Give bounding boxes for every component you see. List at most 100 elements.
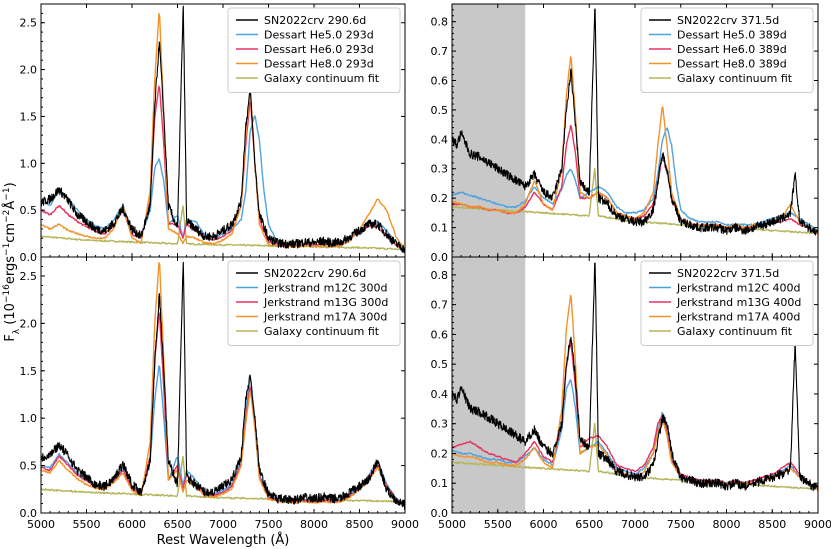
plot-area: [452, 8, 818, 236]
series-line-obs: [41, 261, 405, 510]
y-tick-label: 0.0: [431, 251, 449, 264]
shaded-region: [452, 257, 526, 513]
series-line-obs: [41, 5, 405, 254]
shaded-region: [452, 4, 526, 257]
legend-label: Jerkstrand m13G 300d: [263, 296, 388, 309]
y-label-u3: Å: [2, 201, 18, 210]
x-tick-label: 5000: [438, 518, 466, 531]
plot-area: [41, 5, 405, 254]
y-tick-label: 0.0: [20, 507, 38, 520]
legend-label: Galaxy continuum fit: [264, 72, 380, 85]
panels-group: 0.0 0.5 1.0 1.5 2.0 2.5 SN2022crv 290.6d Dessar…: [20, 3, 831, 531]
y-tick-label: 0.6: [431, 74, 449, 87]
y-tick-label: 0.8: [431, 16, 449, 29]
y-tick-label: 2.0: [20, 317, 38, 330]
x-tick-label: 8500: [346, 518, 374, 531]
y-tick-label: 2.5: [20, 17, 38, 30]
y-label-rest: (10: [3, 303, 18, 329]
plot-area: [452, 262, 818, 492]
panel-bottom-right: 5000 5500 6000 6500 7000 7500 8000 8500 9000 0.0 0…: [431, 256, 831, 531]
legend-label: SN2022crv 371.5d: [677, 14, 779, 27]
y-label-sub: λ: [12, 328, 22, 334]
y-tick-label: 0.5: [20, 204, 38, 217]
x-tick-label: 8000: [713, 518, 741, 531]
series-line-gal: [41, 205, 405, 251]
series-line-obs: [452, 262, 818, 492]
y-label-e2: −2: [2, 210, 12, 223]
y-tick-label: 0.7: [431, 299, 449, 312]
legend-box: [640, 7, 814, 93]
legend-box: [640, 260, 814, 346]
y-tick-label: 2.5: [20, 270, 38, 283]
x-tick-label: 6500: [575, 518, 603, 531]
x-tick-label: 9000: [804, 518, 831, 531]
panel-top-left: 0.0 0.5 1.0 1.5 2.0 2.5 SN2022crv 290.6d Dessar…: [20, 3, 406, 264]
legend-label: Jerkstrand m12C 300d: [263, 282, 388, 295]
x-tick-label: 8000: [300, 518, 328, 531]
legend-label: SN2022crv 290.6d: [264, 267, 366, 280]
y-tick-label: 0.2: [431, 192, 449, 205]
y-tick-label: 0.2: [431, 447, 449, 460]
x-tick-label: 6000: [118, 518, 146, 531]
series-line-obs: [452, 8, 818, 236]
legend-box: [227, 7, 401, 93]
y-label-e1: −1: [2, 243, 12, 256]
legend-label: Dessart He5.0 293d: [264, 29, 374, 42]
x-tick-label: 7000: [209, 518, 237, 531]
x-tick-label: 7500: [667, 518, 695, 531]
x-tick-label: 5500: [73, 518, 101, 531]
legend-label: Galaxy continuum fit: [677, 72, 793, 85]
y-label-u2: cm: [3, 223, 18, 243]
y-tick-label: 0.0: [20, 251, 38, 264]
y-tick-label: 0.1: [431, 477, 449, 490]
panel-bottom-left: 5000 5500 6000 6500 7000 7500 8000 8500 9000 0.0 0…: [20, 256, 419, 531]
legend-label: Galaxy continuum fit: [264, 325, 380, 338]
legend-label: Dessart He5.0 389d: [677, 29, 787, 42]
x-tick-label: 5500: [484, 518, 512, 531]
x-tick-label: 9000: [391, 518, 419, 531]
y-tick-label: 1.0: [20, 412, 38, 425]
y-label-close: ): [3, 182, 18, 187]
legend-label: Dessart He8.0 389d: [677, 58, 787, 71]
y-label-e3: −1: [2, 187, 12, 200]
legend-label: SN2022crv 290.6d: [264, 14, 366, 27]
panel-top-right: 0.0 0.1 0.2 0.3 0.4 0.5 0.6 0.7 0.8 SN2022crv 371…: [431, 3, 819, 264]
y-tick-label: 0.4: [431, 388, 449, 401]
y-label-u1: ergs: [3, 256, 18, 284]
x-tick-label: 7000: [621, 518, 649, 531]
x-tick-label: 8500: [758, 518, 786, 531]
legend-label: Jerkstrand m17A 300d: [263, 311, 387, 324]
x-axis-label: Rest Wavelength (Å): [157, 532, 290, 548]
legend-box: [227, 260, 401, 346]
y-tick-label: 0.3: [431, 418, 449, 431]
y-tick-label: 0.3: [431, 163, 449, 176]
y-tick-label: 0.8: [431, 269, 449, 282]
x-tick-label: 7500: [255, 518, 283, 531]
y-tick-label: 0.1: [431, 222, 449, 235]
plot-area: [41, 261, 405, 510]
x-tick-label: 6500: [164, 518, 192, 531]
legend-label: Jerkstrand m17A 400d: [676, 311, 800, 324]
y-tick-label: 0.0: [431, 507, 449, 520]
x-tick-label: 6000: [530, 518, 558, 531]
legend-label: Jerkstrand m13G 400d: [676, 296, 801, 309]
y-axis-label: Fλ (10−16ergs−1cm−2Å−1): [2, 182, 22, 341]
series-line-c: [41, 12, 405, 250]
y-label-f: F: [3, 334, 18, 341]
y-tick-label: 1.5: [20, 365, 38, 378]
y-tick-label: 0.7: [431, 45, 449, 58]
y-label-exp: −16: [2, 284, 12, 303]
legend-label: SN2022crv 371.5d: [677, 267, 779, 280]
y-tick-label: 0.4: [431, 133, 449, 146]
legend-label: Jerkstrand m12C 400d: [676, 282, 801, 295]
legend-label: Dessart He6.0 389d: [677, 43, 787, 56]
y-tick-label: 0.5: [431, 104, 449, 117]
y-tick-label: 0.5: [20, 460, 38, 473]
legend-label: Dessart He6.0 293d: [264, 43, 374, 56]
legend-label: Dessart He8.0 293d: [264, 58, 374, 71]
